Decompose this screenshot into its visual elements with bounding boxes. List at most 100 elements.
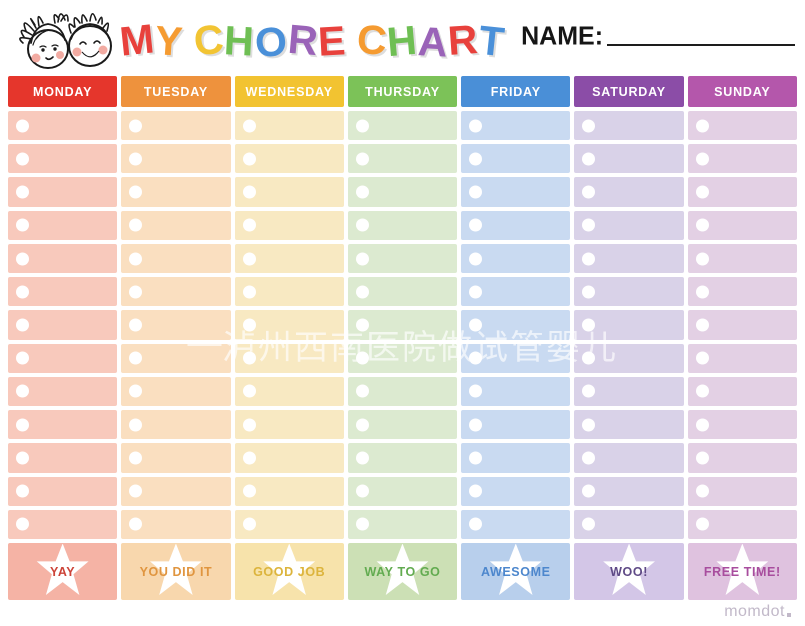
- check-circle[interactable]: [469, 119, 483, 133]
- check-circle[interactable]: [242, 119, 256, 133]
- check-circle[interactable]: [129, 384, 143, 398]
- check-circle[interactable]: [355, 152, 369, 166]
- check-circle[interactable]: [16, 384, 29, 398]
- check-circle[interactable]: [582, 318, 596, 332]
- check-circle[interactable]: [582, 152, 596, 166]
- check-circle[interactable]: [695, 451, 709, 465]
- check-circle[interactable]: [16, 451, 29, 465]
- check-circle[interactable]: [129, 351, 143, 365]
- check-circle[interactable]: [695, 351, 709, 365]
- check-circle[interactable]: [16, 484, 29, 498]
- check-circle[interactable]: [582, 218, 596, 232]
- check-circle[interactable]: [695, 185, 709, 199]
- check-circle[interactable]: [469, 318, 483, 332]
- check-circle[interactable]: [582, 351, 596, 365]
- check-circle[interactable]: [355, 119, 369, 133]
- name-input-line[interactable]: [607, 44, 795, 47]
- chore-row: [574, 210, 684, 240]
- check-circle[interactable]: [582, 517, 596, 531]
- check-circle[interactable]: [469, 451, 483, 465]
- check-circle[interactable]: [16, 119, 29, 133]
- check-circle[interactable]: [16, 418, 29, 432]
- check-circle[interactable]: [582, 252, 596, 266]
- check-circle[interactable]: [16, 285, 29, 299]
- check-circle[interactable]: [242, 451, 256, 465]
- check-circle[interactable]: [469, 218, 483, 232]
- check-circle[interactable]: [242, 517, 256, 531]
- check-circle[interactable]: [129, 119, 143, 133]
- check-circle[interactable]: [129, 285, 143, 299]
- check-circle[interactable]: [695, 384, 709, 398]
- check-circle[interactable]: [355, 517, 369, 531]
- check-circle[interactable]: [355, 384, 369, 398]
- check-circle[interactable]: [16, 517, 29, 531]
- check-circle[interactable]: [129, 152, 143, 166]
- check-circle[interactable]: [129, 451, 143, 465]
- check-circle[interactable]: [129, 318, 143, 332]
- check-circle[interactable]: [16, 318, 29, 332]
- check-circle[interactable]: [469, 484, 483, 498]
- check-circle[interactable]: [582, 185, 596, 199]
- check-circle[interactable]: [242, 384, 256, 398]
- day-header-monday: MONDAY: [8, 76, 118, 107]
- check-circle[interactable]: [695, 318, 709, 332]
- title-letter: C: [191, 15, 226, 64]
- check-circle[interactable]: [129, 218, 143, 232]
- check-circle[interactable]: [242, 252, 256, 266]
- check-circle[interactable]: [695, 517, 709, 531]
- check-circle[interactable]: [695, 285, 709, 299]
- check-circle[interactable]: [242, 484, 256, 498]
- check-circle[interactable]: [695, 418, 709, 432]
- check-circle[interactable]: [469, 185, 483, 199]
- chore-row: [121, 509, 231, 539]
- check-circle[interactable]: [129, 418, 143, 432]
- check-circle[interactable]: [695, 484, 709, 498]
- check-circle[interactable]: [129, 252, 143, 266]
- check-circle[interactable]: [242, 351, 256, 365]
- check-circle[interactable]: [695, 218, 709, 232]
- check-circle[interactable]: [355, 484, 369, 498]
- check-circle[interactable]: [582, 119, 596, 133]
- check-circle[interactable]: [129, 484, 143, 498]
- check-circle[interactable]: [469, 418, 483, 432]
- check-circle[interactable]: [16, 152, 29, 166]
- check-circle[interactable]: [582, 451, 596, 465]
- check-circle[interactable]: [695, 119, 709, 133]
- check-circle[interactable]: [355, 285, 369, 299]
- check-circle[interactable]: [582, 285, 596, 299]
- check-circle[interactable]: [242, 218, 256, 232]
- check-circle[interactable]: [355, 418, 369, 432]
- check-circle[interactable]: [242, 285, 256, 299]
- check-circle[interactable]: [355, 252, 369, 266]
- check-circle[interactable]: [582, 418, 596, 432]
- check-circle[interactable]: [695, 252, 709, 266]
- chore-row: [234, 410, 344, 440]
- check-circle[interactable]: [16, 185, 29, 199]
- check-circle[interactable]: [242, 152, 256, 166]
- check-circle[interactable]: [242, 185, 256, 199]
- chore-row: [8, 177, 118, 207]
- check-circle[interactable]: [129, 517, 143, 531]
- check-circle[interactable]: [582, 384, 596, 398]
- check-circle[interactable]: [469, 384, 483, 398]
- check-circle[interactable]: [469, 285, 483, 299]
- check-circle[interactable]: [16, 351, 29, 365]
- check-circle[interactable]: [355, 218, 369, 232]
- check-circle[interactable]: [355, 318, 369, 332]
- check-circle[interactable]: [355, 185, 369, 199]
- chore-row: [234, 111, 344, 141]
- check-circle[interactable]: [16, 218, 29, 232]
- check-circle[interactable]: [129, 185, 143, 199]
- check-circle[interactable]: [469, 252, 483, 266]
- check-circle[interactable]: [16, 252, 29, 266]
- kids-faces-icon: [19, 12, 112, 69]
- check-circle[interactable]: [242, 318, 256, 332]
- check-circle[interactable]: [469, 351, 483, 365]
- check-circle[interactable]: [469, 517, 483, 531]
- check-circle[interactable]: [582, 484, 596, 498]
- check-circle[interactable]: [355, 451, 369, 465]
- check-circle[interactable]: [469, 152, 483, 166]
- check-circle[interactable]: [355, 351, 369, 365]
- check-circle[interactable]: [242, 418, 256, 432]
- check-circle[interactable]: [695, 152, 709, 166]
